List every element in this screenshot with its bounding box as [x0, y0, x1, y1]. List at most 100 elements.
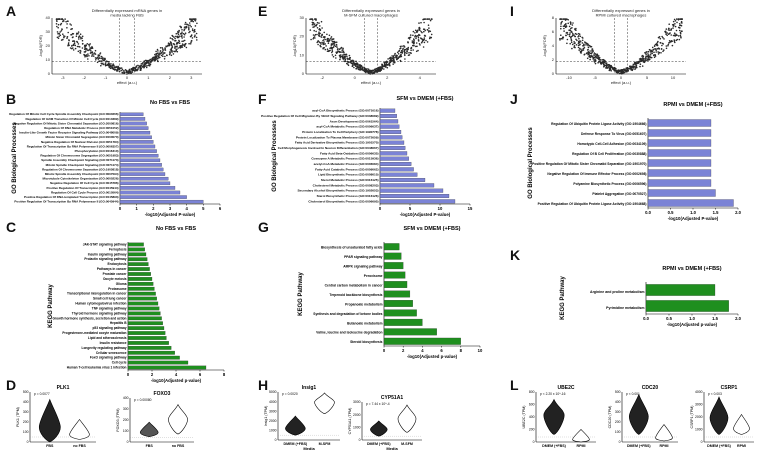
- bar: [647, 119, 712, 127]
- bar-category-label: FoxO signaling pathway: [90, 356, 127, 360]
- volcano-x-tick: -1: [104, 75, 108, 80]
- volcano-x-label: effect (a.u.): [117, 80, 138, 85]
- volcano-point: [72, 47, 74, 49]
- bar: [119, 126, 149, 130]
- volcano-point: [408, 54, 411, 56]
- bar: [647, 189, 716, 197]
- bar: [379, 135, 403, 140]
- violin-title: CSRP1: [721, 385, 738, 391]
- volcano-point: [72, 49, 75, 51]
- violin-y-tick: 1000: [269, 429, 277, 433]
- bar-category-label: Defense Response To Virus (GO:0051607): [581, 132, 646, 136]
- violin-y-tick: 2000: [695, 415, 703, 419]
- volcano-point: [98, 57, 101, 59]
- volcano-point: [71, 45, 73, 47]
- volcano-point: [67, 43, 70, 45]
- volcano-point: [181, 34, 183, 37]
- volcano-point: [191, 18, 193, 20]
- x-tick-label: 2: [402, 348, 405, 353]
- violin-y-label: Insig1 (TPM): [264, 406, 268, 427]
- x-tick-label: 1: [135, 206, 138, 211]
- volcano-point: [77, 31, 80, 33]
- volcano-point: [194, 30, 196, 33]
- volcano-point: [177, 47, 179, 49]
- volcano-point: [136, 69, 139, 71]
- x-tick-label: 0: [379, 206, 382, 211]
- x-tick-label: 6: [440, 348, 443, 353]
- violin-group-label: RPMI: [660, 444, 669, 448]
- volcano-point: [63, 36, 65, 39]
- violin-y-tick: 0: [359, 438, 361, 442]
- volcano-plot-2: Differentially expressed genes inM-SFM c…: [292, 8, 436, 85]
- volcano-point: [180, 45, 183, 47]
- volcano-point: [178, 39, 180, 42]
- x-tick-label: 4: [421, 348, 424, 353]
- bar: [127, 257, 148, 262]
- x-tick-label: 4: [175, 372, 178, 377]
- bar-category-label: Insulin-Like Growth Factor Receptor Sign…: [19, 131, 118, 135]
- chart-y-label: KEGG Pathway: [560, 276, 566, 320]
- volcano-point: [158, 52, 160, 54]
- volcano-point: [76, 45, 79, 48]
- volcano-point: [56, 25, 58, 28]
- volcano-point: [144, 62, 147, 64]
- chart-x-label: -log10(Adjusted P-value): [400, 212, 451, 217]
- volcano-point: [73, 40, 75, 42]
- volcano-point: [151, 59, 153, 61]
- bar-chart-g: SFM vs DMEM (+FBS) Biosynthesis of unsatu…: [298, 226, 483, 359]
- volcano-point: [430, 33, 433, 36]
- volcano-point: [412, 30, 415, 33]
- volcano-point: [100, 64, 102, 67]
- bar: [127, 262, 149, 267]
- volcano-point: [196, 39, 198, 41]
- x-tick-label: 0.0: [645, 210, 651, 215]
- volcano-point: [159, 47, 162, 49]
- volcano-point: [69, 47, 72, 49]
- volcano-point: [183, 26, 186, 29]
- volcano-point: [146, 64, 148, 67]
- volcano-point: [145, 66, 148, 69]
- volcano-point: [58, 35, 60, 38]
- violin-y-tick: 200: [615, 420, 621, 424]
- bar-category-label: Endocytosis: [108, 262, 127, 266]
- volcano-point: [346, 55, 348, 58]
- volcano-point: [86, 55, 89, 57]
- violin-y-tick: 200: [23, 420, 29, 424]
- volcano-point: [104, 58, 106, 60]
- violin-y-label: FOXO3 (TPM): [116, 408, 120, 431]
- volcano-point: [170, 43, 173, 45]
- volcano-point: [59, 34, 62, 37]
- volcano-point: [155, 58, 157, 61]
- bar: [379, 119, 399, 124]
- volcano-point: [173, 50, 175, 53]
- violin-y-tick: 0: [27, 440, 29, 444]
- volcano-point: [183, 39, 186, 42]
- bar-category-label: Thyroid hormone signaling pathway: [72, 311, 127, 315]
- volcano-point: [144, 59, 147, 62]
- violin-y-tick: 3000: [269, 409, 277, 413]
- volcano-point: [150, 61, 152, 64]
- volcano-point: [100, 60, 103, 62]
- volcano-point: [422, 46, 425, 48]
- volcano-point: [55, 18, 58, 20]
- volcano-point: [147, 61, 150, 63]
- bar-category-label: Steroid biosynthesis: [350, 340, 383, 344]
- bar: [379, 114, 397, 118]
- bar-category-label: Negative Regulation Of Immune Effector P…: [547, 172, 646, 176]
- volcano-point: [113, 64, 115, 67]
- violin-shape: [314, 392, 335, 414]
- bar-category-label: TNF signaling pathway: [92, 306, 127, 310]
- bar-category-label: Positive Regulation Of Cell Migration By…: [261, 114, 378, 118]
- volcano-title-line: M-SFM cultured macrophages: [344, 13, 398, 18]
- bar: [119, 167, 164, 172]
- volcano-x-tick: 2: [169, 75, 172, 80]
- volcano-point: [148, 59, 151, 62]
- violin-group-label: RPMI: [737, 444, 746, 448]
- bar: [379, 167, 414, 172]
- bar-category-label: Microtubule Cytoskeleton Organization (G…: [42, 177, 118, 181]
- volcano-point: [188, 28, 190, 31]
- bar: [127, 316, 162, 321]
- volcano-point: [168, 53, 171, 56]
- volcano-point: [397, 53, 400, 55]
